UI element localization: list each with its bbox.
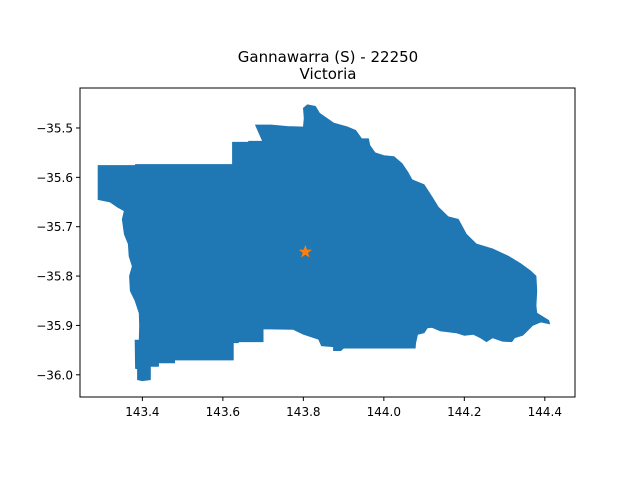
x-tick-label: 144.2	[447, 405, 481, 419]
plot-area	[97, 104, 551, 382]
x-tick-label: 144.4	[528, 405, 562, 419]
y-axis: −35.5 −35.6 −35.7 −35.8 −35.9 −36.0	[36, 121, 80, 382]
chart-title: Gannawarra (S) - 22250	[238, 48, 418, 66]
axes-frame	[79, 87, 576, 398]
y-tick-label: −35.6	[36, 171, 73, 185]
x-tick-label: 143.4	[125, 405, 159, 419]
marker-layer	[298, 244, 313, 258]
chart-subtitle: Victoria	[300, 65, 357, 83]
x-tick-label: 144.0	[367, 405, 401, 419]
x-axis: 143.4 143.6 143.8 144.0 144.2 144.4	[125, 397, 562, 419]
x-tick-label: 143.6	[206, 405, 240, 419]
y-tick-label: −35.5	[36, 121, 73, 135]
y-tick-label: −35.9	[36, 319, 73, 333]
region-polygon	[97, 104, 551, 382]
x-tick-label: 143.8	[286, 405, 320, 419]
y-tick-label: −36.0	[36, 368, 73, 382]
y-tick-label: −35.8	[36, 270, 73, 284]
location-star-marker	[298, 244, 313, 258]
y-tick-label: −35.7	[36, 220, 73, 234]
